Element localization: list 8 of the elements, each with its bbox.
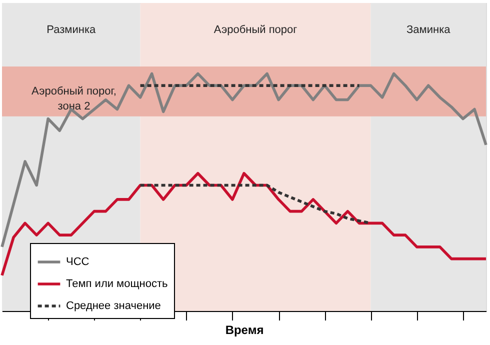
- band-label: Аэробный порог, зона 2: [32, 85, 116, 112]
- legend-label: ЧСС: [66, 256, 90, 268]
- text: Разминка: [46, 24, 97, 36]
- legend-label: Среднее значение: [66, 300, 161, 312]
- text: Заминка: [406, 24, 452, 36]
- x-axis-title: Время: [225, 323, 264, 337]
- text: Аэробный порог: [214, 24, 298, 36]
- legend-label: Темп или мощность: [66, 278, 168, 290]
